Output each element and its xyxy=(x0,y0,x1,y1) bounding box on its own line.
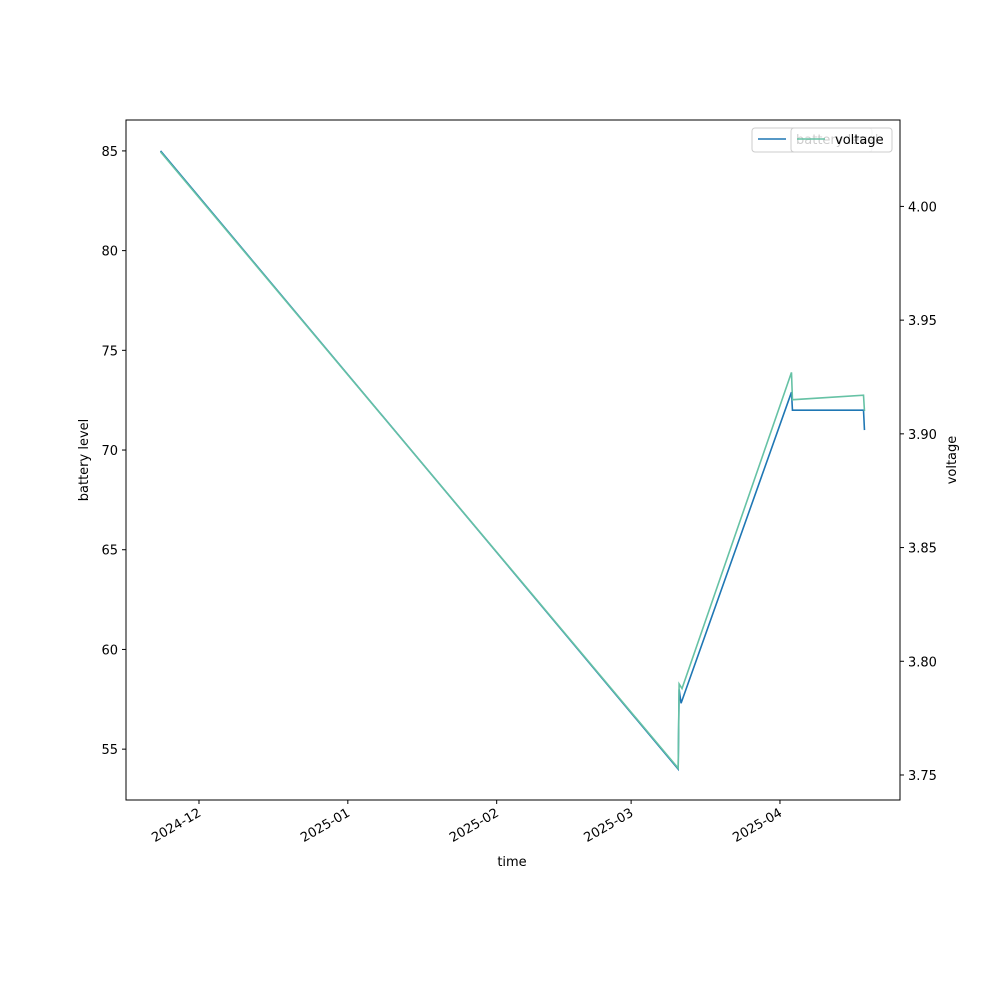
y-tick-label: 85 xyxy=(101,145,118,160)
line-series xyxy=(159,151,866,771)
y-axis-label: battery level xyxy=(77,419,92,502)
x-tick-label: 2024-12 xyxy=(149,806,204,846)
y-tick-label: 60 xyxy=(101,643,118,658)
x-tick-label: 2025-02 xyxy=(447,806,502,846)
x-tick-label: 2025-01 xyxy=(298,806,353,846)
legend-label: voltage xyxy=(835,133,884,148)
y-tick-label: 70 xyxy=(101,444,118,459)
y-tick-label: 65 xyxy=(101,544,118,559)
legend: voltage xyxy=(790,127,893,153)
y-tick-label: 80 xyxy=(101,245,118,260)
y2-tick-label: 3.85 xyxy=(908,542,937,557)
plot-frame xyxy=(125,119,901,801)
y2-tick-label: 4.00 xyxy=(908,200,937,215)
x-tick-label: 2025-04 xyxy=(730,806,785,846)
x-axis-label: time xyxy=(497,855,526,870)
y2-tick-label: 3.95 xyxy=(908,314,937,329)
y2-axis-label: voltage xyxy=(945,436,960,485)
y-tick-label: 55 xyxy=(101,743,118,758)
y-tick-label: 75 xyxy=(101,344,118,359)
legend-box xyxy=(790,127,893,153)
y2-tick-label: 3.80 xyxy=(908,655,937,670)
y2-tick-label: 3.75 xyxy=(908,769,937,784)
y2-tick-label: 3.90 xyxy=(908,428,937,443)
x-tick-label: 2025-03 xyxy=(582,806,637,846)
line-series xyxy=(159,150,866,772)
